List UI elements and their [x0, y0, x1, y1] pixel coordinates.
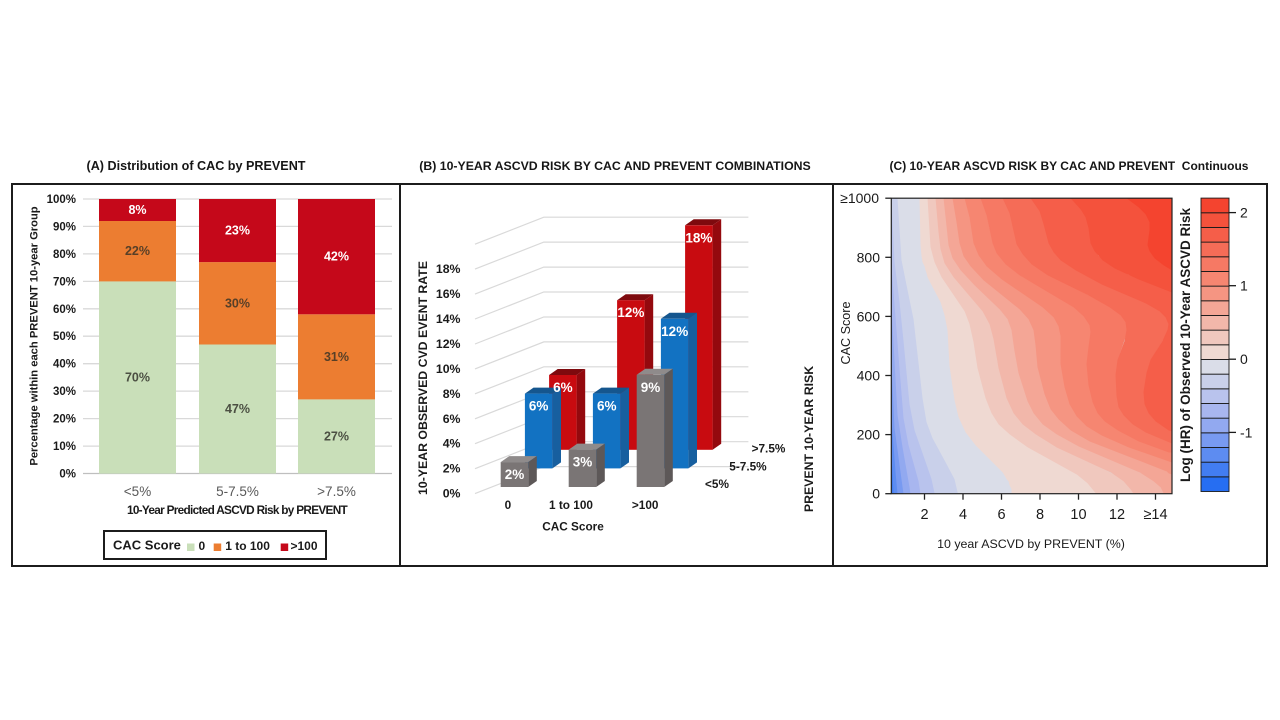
svg-text:2: 2 [920, 507, 928, 523]
svg-text:8: 8 [1036, 507, 1044, 523]
svg-text:10: 10 [1070, 507, 1086, 523]
svg-text:90%: 90% [53, 221, 76, 233]
svg-text:(C) 10-YEAR ASCVD RISK BY CAC: (C) 10-YEAR ASCVD RISK BY CAC AND PREVEN… [890, 159, 1249, 173]
svg-text:2%: 2% [505, 467, 525, 482]
svg-text:>100: >100 [291, 539, 318, 553]
svg-text:22%: 22% [125, 244, 150, 258]
svg-text:1 to 100: 1 to 100 [549, 498, 593, 512]
svg-text:0: 0 [1240, 351, 1248, 367]
svg-text:0: 0 [199, 539, 206, 553]
svg-text:1 to 100: 1 to 100 [225, 539, 270, 553]
svg-text:23%: 23% [225, 224, 250, 238]
svg-text:31%: 31% [324, 350, 349, 364]
svg-text:1: 1 [1240, 278, 1248, 294]
svg-text:-1: -1 [1240, 424, 1253, 440]
svg-text:<5%: <5% [705, 477, 729, 491]
svg-text:12%: 12% [661, 324, 688, 339]
svg-text:6%: 6% [597, 399, 617, 414]
svg-text:10-YEAR OBSERVED CVD EVENT RAT: 10-YEAR OBSERVED CVD EVENT RATE [416, 261, 430, 495]
svg-text:CAC Score: CAC Score [113, 538, 181, 553]
svg-text:27%: 27% [324, 429, 349, 443]
svg-text:8%: 8% [443, 387, 461, 401]
svg-text:100%: 100% [47, 194, 76, 206]
svg-text:12%: 12% [436, 337, 461, 351]
svg-text:6: 6 [997, 507, 1005, 523]
svg-text:2%: 2% [443, 462, 461, 476]
svg-text:30%: 30% [53, 386, 76, 398]
svg-text:200: 200 [857, 427, 881, 443]
svg-text:5-7.5%: 5-7.5% [729, 460, 767, 474]
svg-text:8%: 8% [128, 203, 146, 217]
svg-text:70%: 70% [53, 276, 76, 288]
svg-text:20%: 20% [53, 414, 76, 426]
svg-text:>7.5%: >7.5% [317, 484, 356, 499]
svg-text:0%: 0% [59, 469, 76, 481]
svg-text:10 year ASCVD by PREVENT (%): 10 year ASCVD by PREVENT (%) [937, 537, 1125, 551]
svg-text:0: 0 [505, 498, 512, 512]
svg-text:5-7.5%: 5-7.5% [216, 484, 259, 499]
svg-text:47%: 47% [225, 402, 250, 416]
svg-text:42%: 42% [324, 250, 349, 264]
svg-text:70%: 70% [125, 370, 150, 384]
svg-text:4: 4 [959, 507, 967, 523]
svg-text:30%: 30% [225, 296, 250, 310]
svg-text:2: 2 [1240, 205, 1248, 221]
svg-text:4%: 4% [443, 437, 461, 451]
svg-text:0%: 0% [443, 487, 461, 501]
svg-text:CAC Score: CAC Score [542, 520, 604, 534]
svg-text:50%: 50% [53, 331, 76, 343]
svg-text:10%: 10% [53, 441, 76, 453]
svg-text:≥1000: ≥1000 [840, 190, 879, 206]
svg-text:6%: 6% [529, 399, 549, 414]
svg-text:800: 800 [857, 249, 881, 265]
svg-text:Log (HR) of Observed 10-Year A: Log (HR) of Observed 10-Year ASCVD Risk [1178, 207, 1193, 482]
svg-text:PREVENT 10-YEAR RISK: PREVENT 10-YEAR RISK [802, 366, 816, 512]
svg-text:12%: 12% [617, 305, 644, 320]
svg-text:12: 12 [1109, 507, 1125, 523]
svg-text:(B) 10-YEAR ASCVD RISK BY CAC: (B) 10-YEAR ASCVD RISK BY CAC AND PREVEN… [419, 159, 810, 173]
svg-text:6%: 6% [443, 412, 461, 426]
svg-text:16%: 16% [436, 287, 461, 301]
svg-text:<5%: <5% [124, 484, 151, 499]
svg-text:≥14: ≥14 [1143, 507, 1167, 523]
svg-text:14%: 14% [436, 312, 461, 326]
svg-text:(A) Distribution of CAC by PRE: (A) Distribution of CAC by PREVENT [87, 159, 306, 173]
svg-text:18%: 18% [436, 262, 461, 276]
svg-text:3%: 3% [573, 455, 593, 470]
svg-text:10%: 10% [436, 362, 461, 376]
svg-text:400: 400 [857, 368, 881, 384]
svg-text:40%: 40% [53, 359, 76, 371]
svg-text:600: 600 [857, 308, 881, 324]
svg-text:CAC Score: CAC Score [839, 302, 853, 365]
svg-text:10-Year Predicted ASCVD Risk b: 10-Year Predicted ASCVD Risk by PREVENT [127, 503, 349, 517]
svg-text:Percentage within each PREVENT: Percentage within each PREVENT 10-year G… [29, 206, 41, 465]
svg-text:80%: 80% [53, 249, 76, 261]
svg-text:0: 0 [872, 486, 880, 502]
svg-text:6%: 6% [553, 380, 573, 395]
svg-text:18%: 18% [685, 230, 712, 245]
svg-text:60%: 60% [53, 304, 76, 316]
svg-text:>7.5%: >7.5% [752, 442, 786, 456]
svg-text:9%: 9% [641, 380, 661, 395]
svg-text:>100: >100 [632, 498, 659, 512]
